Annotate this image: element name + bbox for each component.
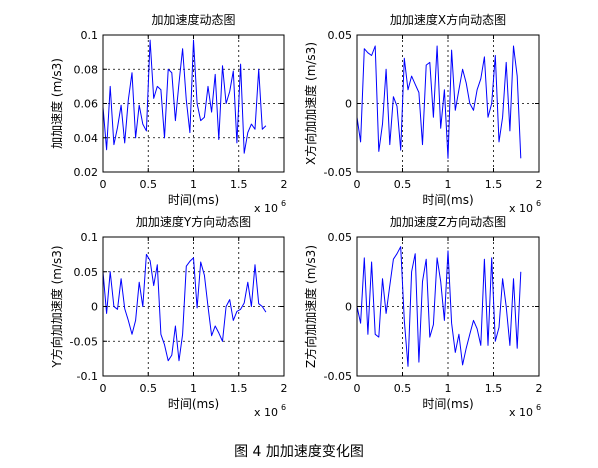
- chart-4: 0 0.5 1 1.5 2-0.0500.05加加速度Z方向动态图时间(ms)Z方向加加…: [303, 214, 543, 419]
- y-tick-label: 0.1: [81, 231, 99, 244]
- y-tick-label: -0.1: [77, 370, 98, 383]
- chart-2: 0 0.5 1 1.5 2-0.0500.05加加速度X方向动态图时间(ms)X方向加加…: [303, 12, 543, 215]
- y-tick-label: -0.05: [324, 370, 352, 383]
- x-tick-label: 0.5: [140, 382, 158, 395]
- y-tick-label: 0: [345, 301, 352, 314]
- x-tick-label: 0.5: [140, 178, 158, 191]
- x-axis-label: 时间(ms): [422, 397, 473, 411]
- y-tick-label: 0: [345, 98, 352, 111]
- x-tick-label: 1.5: [230, 382, 248, 395]
- x-axis-label: 时间(ms): [168, 193, 219, 207]
- y-tick-label: 0: [91, 301, 98, 314]
- x-axis-label: 时间(ms): [168, 397, 219, 411]
- x-tick-label: 1: [190, 382, 197, 395]
- y-tick-label: 0.05: [328, 29, 353, 42]
- y-tick-label: 0.05: [74, 266, 99, 279]
- x-tick-label: 0: [354, 178, 361, 191]
- y-axis-label: Y方向加加速度 (m/s3): [49, 245, 64, 368]
- series-line: [356, 246, 522, 367]
- x-tick-label: 0.5: [394, 178, 412, 191]
- figure-caption: 图 4 加加速度变化图: [234, 444, 364, 460]
- x-multiplier-label: x 10: [254, 406, 278, 419]
- series-line: [356, 45, 522, 159]
- x-multiplier-label: x 10: [254, 202, 278, 215]
- y-axis-label: 加加速度 (m/s3): [49, 58, 64, 149]
- x-multiplier-label: x 10: [509, 202, 533, 215]
- x-tick-label: 1: [445, 382, 452, 395]
- chart-title: 加加速度X方向动态图: [390, 12, 506, 27]
- x-multiplier-exponent: 6: [281, 403, 286, 412]
- y-axis-label: Z方向加加速度 (m/s3): [303, 245, 318, 368]
- x-axis-label: 时间(ms): [422, 193, 473, 207]
- y-tick-label: 0.02: [74, 166, 99, 179]
- x-tick-label: 0: [354, 382, 361, 395]
- chart-title: 加加速度动态图: [151, 12, 235, 27]
- x-tick-label: 1: [445, 178, 452, 191]
- x-tick-label: 1.5: [485, 382, 503, 395]
- y-tick-label: -0.05: [70, 335, 98, 348]
- x-tick-label: 2: [281, 178, 288, 191]
- chart-1: 0 0.5 1 1.5 2 0.02 0.04 0.06 0.08 0.1 加加速度动态图时间(ms…: [49, 12, 288, 215]
- x-tick-label: 1: [190, 178, 197, 191]
- x-multiplier-label: x 10: [509, 406, 533, 419]
- y-tick-label: 0.06: [74, 98, 99, 111]
- y-tick-label: -0.05: [324, 166, 352, 179]
- chart-title: 加加速度Y方向动态图: [136, 214, 251, 229]
- y-tick-label: 0.04: [74, 132, 99, 145]
- x-tick-label: 0: [100, 382, 107, 395]
- x-tick-label: 0.5: [394, 382, 412, 395]
- x-tick-label: 0: [100, 178, 107, 191]
- x-tick-label: 1.5: [485, 178, 503, 191]
- y-tick-label: 0.05: [328, 231, 353, 244]
- x-tick-label: 2: [536, 178, 543, 191]
- y-tick-label: 0.08: [74, 63, 99, 76]
- chart-3: 0 0.5 1 1.5 2 -0.1 -0.05 0 0.05 0.1 加加速度Y方向动态图时间(m…: [49, 214, 288, 419]
- x-tick-label: 1.5: [230, 178, 248, 191]
- x-multiplier-exponent: 6: [536, 199, 541, 208]
- y-tick-label: 0.1: [81, 29, 99, 42]
- chart-title: 加加速度Z方向动态图: [390, 214, 506, 229]
- y-axis-label: X方向加加速度 (m/s3): [303, 42, 318, 165]
- x-tick-label: 2: [281, 382, 288, 395]
- series-line: [102, 39, 267, 154]
- x-multiplier-exponent: 6: [281, 199, 286, 208]
- x-tick-label: 2: [536, 382, 543, 395]
- x-multiplier-exponent: 6: [536, 403, 541, 412]
- series-line: [102, 253, 267, 362]
